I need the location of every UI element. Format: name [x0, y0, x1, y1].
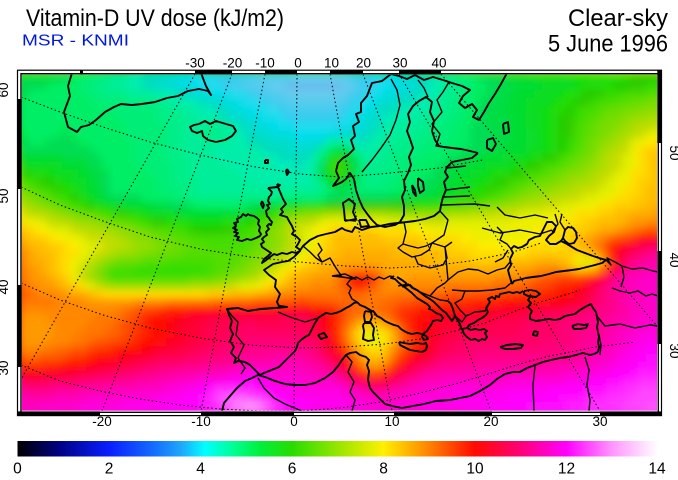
svg-text:-30: -30: [185, 56, 205, 71]
svg-text:Clear-sky: Clear-sky: [568, 5, 668, 32]
svg-text:10: 10: [466, 461, 484, 478]
svg-text:-10: -10: [191, 414, 211, 429]
svg-text:60: 60: [0, 82, 11, 97]
svg-text:-10: -10: [255, 56, 275, 71]
svg-text:Vitamin-D UV dose (kJ/m2): Vitamin-D UV dose (kJ/m2): [26, 5, 284, 32]
svg-text:30: 30: [667, 343, 678, 358]
svg-text:4: 4: [196, 461, 205, 478]
svg-text:20: 20: [356, 56, 371, 71]
svg-text:40: 40: [0, 279, 11, 294]
svg-text:0: 0: [290, 414, 298, 429]
svg-text:10: 10: [324, 56, 339, 71]
svg-text:30: 30: [0, 360, 11, 375]
svg-text:MSR - KNMI: MSR - KNMI: [22, 33, 129, 50]
svg-text:14: 14: [648, 461, 666, 478]
svg-text:0: 0: [13, 461, 22, 478]
svg-text:10: 10: [384, 414, 399, 429]
svg-text:50: 50: [0, 188, 11, 203]
svg-text:20: 20: [483, 414, 498, 429]
svg-text:12: 12: [558, 461, 575, 478]
svg-text:30: 30: [592, 414, 607, 429]
svg-text:0: 0: [294, 56, 302, 71]
svg-text:-20: -20: [92, 414, 112, 429]
svg-text:40: 40: [667, 252, 678, 267]
svg-text:-20: -20: [223, 56, 243, 71]
svg-text:30: 30: [392, 56, 407, 71]
svg-text:50: 50: [667, 145, 678, 160]
svg-text:8: 8: [379, 461, 388, 478]
svg-text:5 June 1996: 5 June 1996: [548, 31, 668, 58]
svg-text:40: 40: [431, 56, 446, 71]
svg-text:6: 6: [288, 461, 297, 478]
svg-text:2: 2: [105, 461, 114, 478]
